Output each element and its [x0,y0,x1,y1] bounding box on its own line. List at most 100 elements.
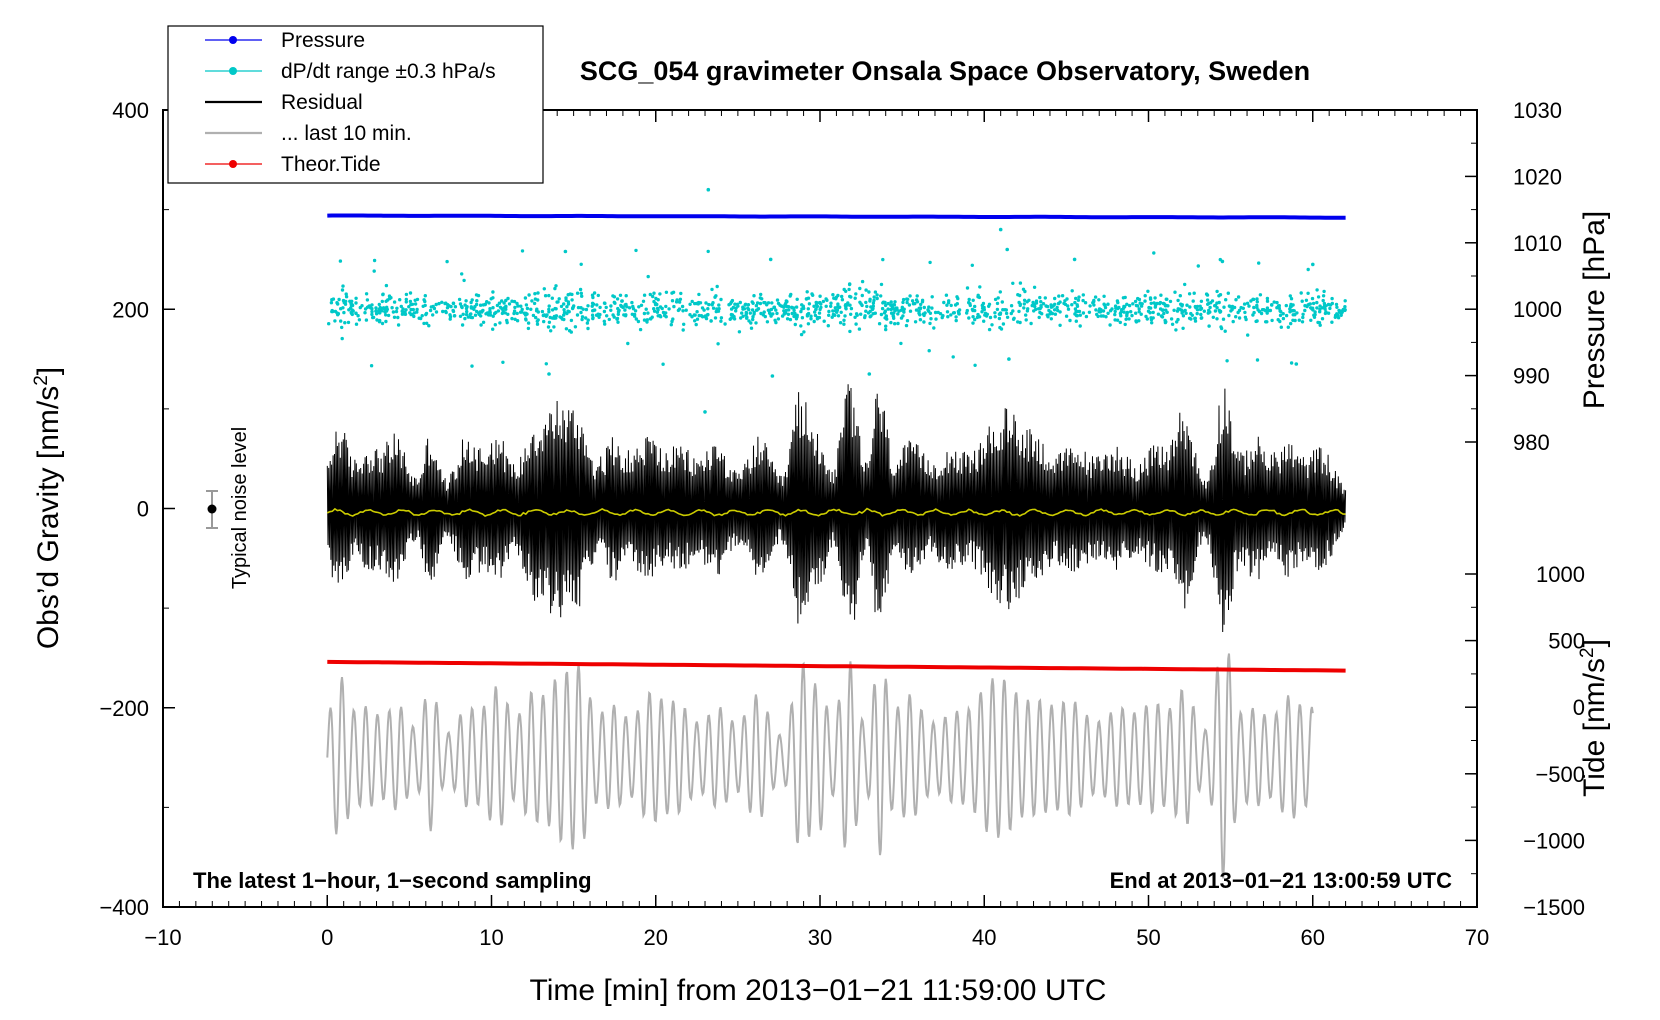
legend-item: Theor.Tide [205,153,381,176]
dpdt-point [1129,310,1133,314]
dpdt-point [592,291,597,295]
dpdt-point [737,330,742,334]
dpdt-point [544,362,548,366]
dpdt-point [562,317,566,322]
dpdt-point [707,302,711,307]
dpdt-point [858,286,862,291]
dpdt-point [652,307,656,311]
dpdt-point [1315,288,1319,292]
dpdt-point [815,301,819,305]
dpdt-point [464,299,468,303]
dpdt-point [458,302,463,306]
dpdt-point [799,324,803,328]
dpdt-point [427,324,431,328]
dpdt-point [763,314,767,319]
y-left-tick-label: 200 [112,297,149,322]
dpdt-point [1018,302,1022,306]
dpdt-point [719,319,723,323]
legend-swatch-dot [229,36,237,44]
dpdt-point [1275,300,1279,305]
dpdt-point [340,288,345,292]
dpdt-point [469,305,473,309]
dpdt-point [638,327,643,332]
dpdt-point [1074,309,1078,314]
dpdt-point [1115,318,1120,322]
dpdt-point [896,321,900,326]
dpdt-point [895,308,899,312]
dpdt-point [520,307,524,312]
dpdt-point [553,286,557,291]
dpdt-point [602,309,607,314]
dpdt-point [1205,293,1210,297]
dpdt-point [1265,296,1270,301]
dpdt-point [1149,316,1153,320]
dpdt-point [1102,302,1106,306]
dpdt-point [1255,358,1260,362]
dpdt-point [634,317,638,321]
dpdt-point [535,322,540,326]
dpdt-point [805,312,810,317]
dpdt-point [682,322,686,326]
dpdt-point [930,295,934,299]
dpdt-point [1189,317,1193,321]
legend-item: dP/dt range ±0.3 hPa/s [205,60,496,83]
dpdt-point [370,312,374,317]
dpdt-point [1004,311,1009,316]
dpdt-point [680,304,685,309]
dpdt-point [452,314,457,318]
dpdt-point [1148,311,1152,315]
dpdt-point [954,315,958,319]
dpdt-point [1038,295,1042,300]
dpdt-point [473,313,478,317]
pressure-tick-label: 1020 [1513,164,1562,189]
dpdt-point [350,308,354,312]
legend-item: Pressure [205,29,365,52]
dpdt-point [354,311,358,315]
dpdt-point [868,299,872,303]
tide-tick-label: −1500 [1523,895,1585,920]
dpdt-point [706,249,710,254]
dpdt-point [384,319,388,324]
noise-label: Typical noise level [229,427,251,589]
x-tick-label: 30 [808,925,832,950]
dpdt-point [516,304,520,308]
dpdt-point [462,278,466,283]
dpdt-point [784,311,788,315]
dpdt-point [949,303,953,308]
dpdt-point [644,307,648,311]
dpdt-outlier-point [998,227,1003,232]
dpdt-point [474,302,479,307]
dpdt-point [656,298,660,302]
dpdt-point [1299,291,1303,295]
dpdt-point [711,306,716,310]
dpdt-outlier-point [1005,247,1009,252]
dpdt-point [998,290,1002,294]
dpdt-point [523,296,528,300]
dpdt-point [475,299,479,303]
dpdt-point [1281,312,1285,316]
dpdt-point [932,326,936,330]
dpdt-point [579,291,583,295]
dpdt-point [926,308,930,312]
dpdt-point [448,315,453,319]
dpdt-point [787,308,791,312]
dpdt-point [865,304,869,309]
dpdt-point [1147,305,1151,310]
dpdt-point [973,363,977,367]
dpdt-point [985,312,989,316]
dpdt-point [745,315,749,320]
dpdt-point [863,314,867,318]
dpdt-point [595,303,599,307]
dpdt-point [1184,311,1188,315]
dpdt-point [461,312,465,316]
dpdt-point [491,314,495,318]
dpdt-point [1113,312,1117,317]
dpdt-point [1163,320,1168,325]
dpdt-outlier-point [1311,262,1315,267]
dpdt-point [1343,299,1347,303]
dpdt-point [794,317,799,321]
dpdt-point [704,301,708,305]
y-axis-label-left: Obs’d Gravity [nm/s2] [31,367,65,649]
last-10-min-series [326,653,1314,879]
dpdt-point [1101,309,1106,313]
